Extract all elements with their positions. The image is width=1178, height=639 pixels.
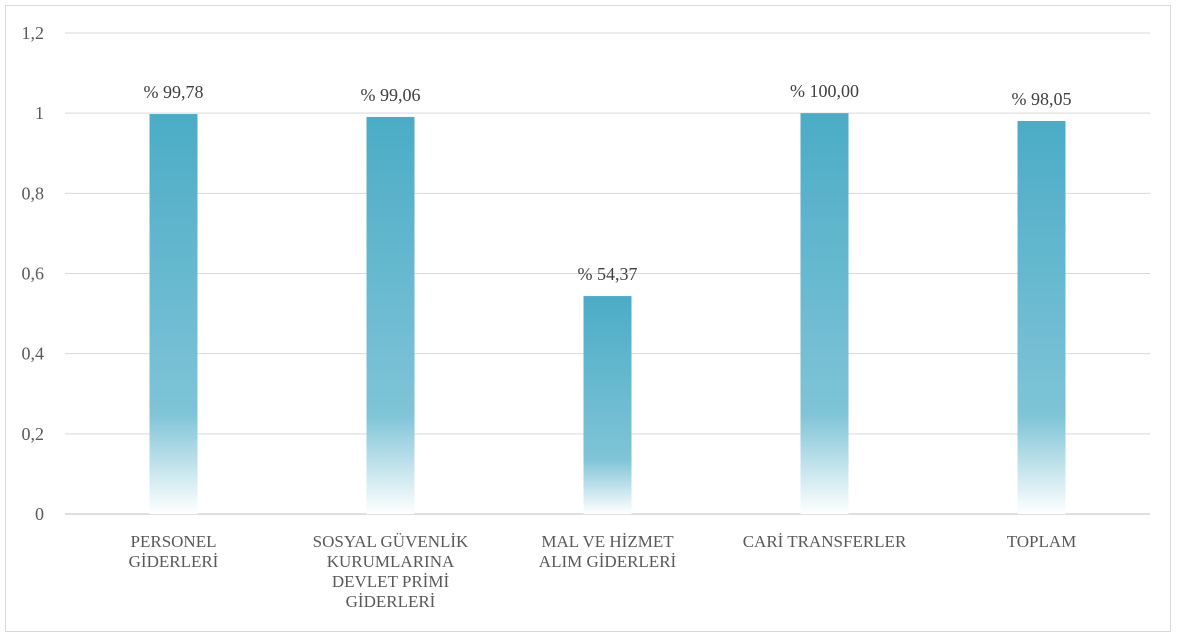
bar <box>1017 120 1066 515</box>
y-tick-label: 0,4 <box>22 344 45 364</box>
y-axis-tick-labels: 0 0,2 0,4 0,6 0,8 1 1,2 <box>22 23 45 524</box>
bar <box>149 114 198 515</box>
y-tick-label: 0 <box>35 504 44 524</box>
category-label: SOSYAL GÜVENLİK KURUMLARINA DEVLET PRİMİ Gİ… <box>313 532 469 611</box>
y-tick-label: 1,2 <box>22 23 45 43</box>
data-label: % 99,78 <box>144 82 204 102</box>
category-label: PERSONEL GİDERLERİ <box>129 532 219 571</box>
gridlines <box>65 32 1150 515</box>
category-label: CARİ TRANSFERLER <box>743 532 907 551</box>
y-tick-label: 0,6 <box>22 264 45 284</box>
bar <box>800 113 849 515</box>
category-labels: PERSONEL GİDERLERİ SOSYAL GÜVENLİK KURUMLAR… <box>129 532 1077 611</box>
y-tick-label: 0,2 <box>22 424 45 444</box>
bars <box>149 113 1066 515</box>
data-label: % 98,05 <box>1012 89 1072 109</box>
category-label: MAL VE HİZMET ALIM GİDERLERİ <box>539 532 677 571</box>
data-label: % 54,37 <box>578 264 638 284</box>
bar <box>583 296 632 514</box>
data-labels: % 99,78 % 99,06 % 54,37 % 100,00 % 98,05 <box>144 81 1072 284</box>
data-label: % 99,06 <box>361 85 421 105</box>
y-tick-label: 1 <box>35 103 44 123</box>
category-label: TOPLAM <box>1007 532 1077 551</box>
data-label: % 100,00 <box>790 81 859 101</box>
y-tick-label: 0,8 <box>22 183 45 203</box>
bar <box>366 116 415 514</box>
